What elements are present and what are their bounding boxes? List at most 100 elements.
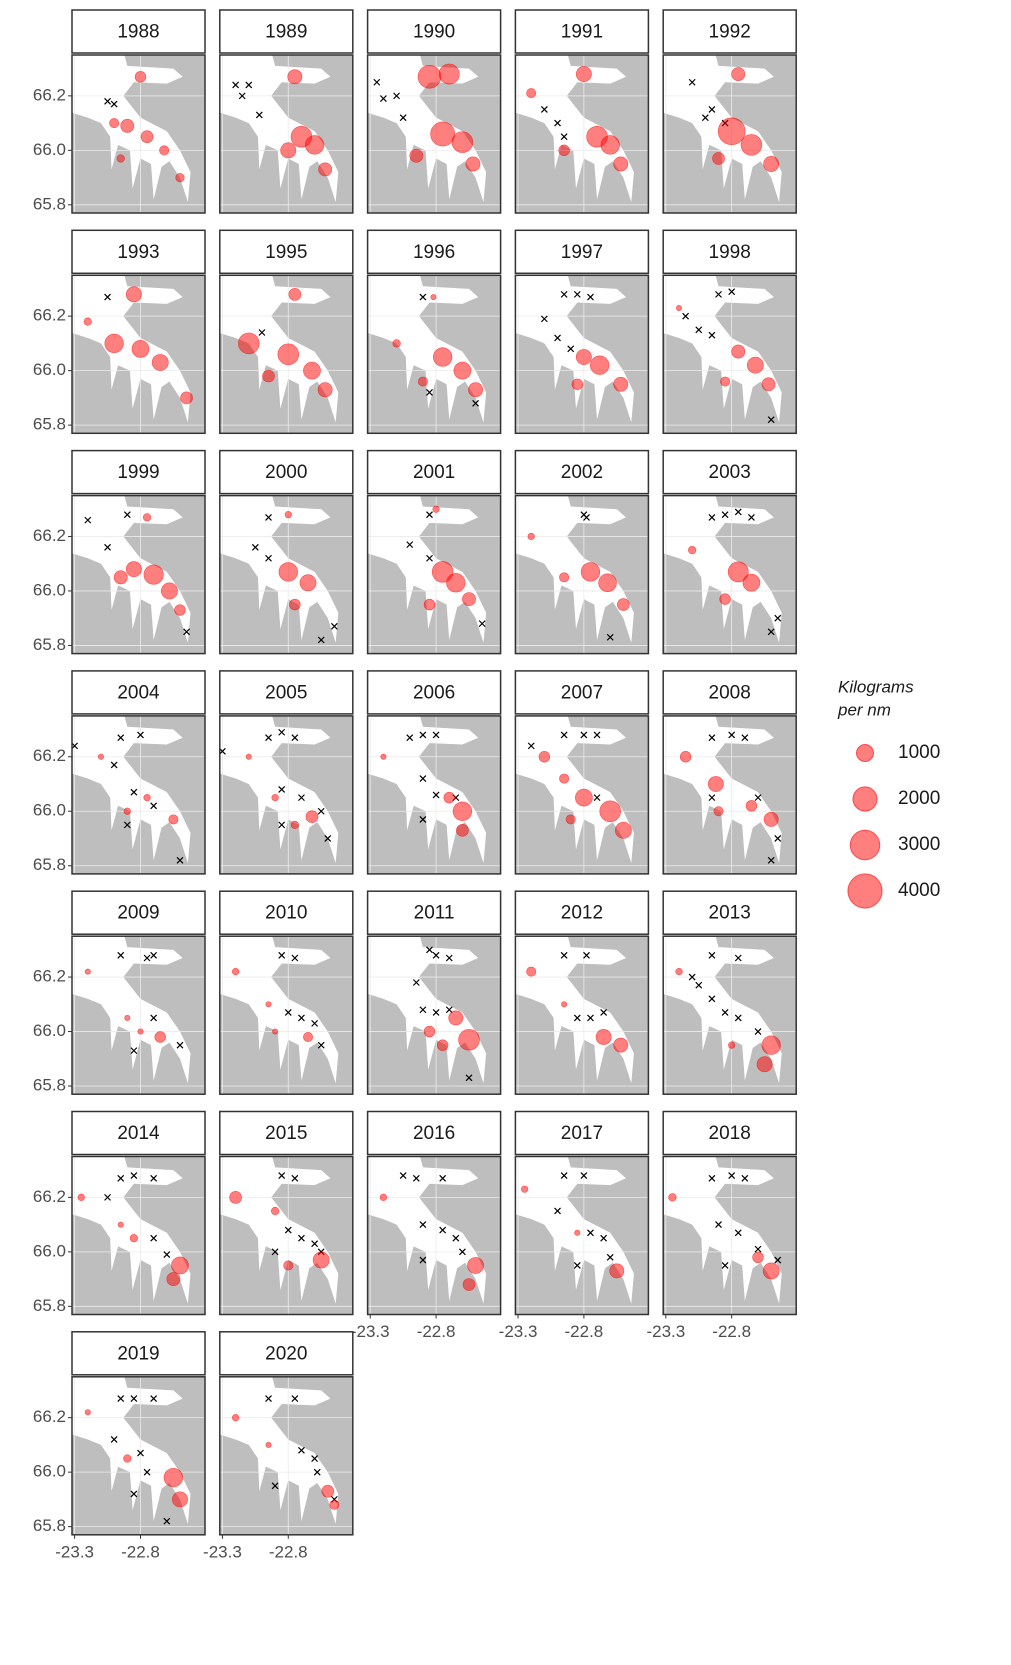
zero-catch [774,614,782,622]
panel: 1992 [662,9,797,214]
catch-bubble [526,88,537,99]
strip [514,1110,650,1156]
catch-bubble [538,751,551,763]
zero-catch [708,995,716,1003]
plot-area [663,936,797,1095]
zero-catch [238,92,246,100]
x-tick-label: -23.3 [203,1542,242,1561]
panel-border [514,494,650,655]
catch-bubble [720,376,731,387]
zero-catch [163,1251,171,1258]
catch-bubble [448,1010,464,1026]
strip [662,670,797,715]
zero-catch [271,1482,279,1490]
panel: 2013 [662,890,797,1095]
zero-catch [278,1172,286,1179]
panel: 1996 [366,229,502,435]
panel-border [219,935,354,1095]
zero-catch [117,951,125,959]
zero-catch [311,1240,319,1248]
sea [219,936,339,1084]
panel-border [662,1155,797,1316]
legend-label: 2000 [898,788,940,809]
catch-bubble [763,811,779,827]
catch-bubble [125,286,142,303]
zero-catch [560,133,568,141]
catch-bubble [430,294,437,301]
y-tick-label: 66.0 [33,1021,66,1040]
legend-key [855,743,875,763]
zero-catch [688,78,696,86]
catch-bubble [303,361,321,380]
zero-catch [317,807,325,815]
catch-bubble [452,801,473,821]
strip [514,670,650,715]
catch-bubble [131,340,150,358]
zero-catch [150,1014,158,1022]
sea [367,715,487,864]
strip-label: 1992 [709,22,751,43]
strip-label: 2004 [117,682,160,703]
x-tick-label: -23.3 [55,1542,94,1561]
y-tick-label: 66.2 [33,967,66,986]
y-tick-label: 66.0 [33,140,66,159]
zero-catch [130,1490,138,1498]
x-tick-label: -23.3 [646,1322,685,1341]
catch-bubble [125,561,142,578]
plot-area [515,1156,649,1315]
panel-border [71,1155,206,1316]
zero-catch [728,1172,736,1179]
strip-label: 2002 [561,462,603,483]
zero-catch [265,554,272,562]
sea [72,275,191,423]
catch-bubble [756,1056,773,1073]
zero-catch [688,973,696,981]
zero-catch [298,1446,305,1454]
catch-bubble [161,582,178,600]
zero-catch [741,1174,749,1182]
x-tick-label: -22.8 [121,1542,160,1561]
y-tick-label: 65.8 [33,635,66,654]
zero-catch [606,633,614,641]
catch-bubble [717,117,746,146]
zero-catch [426,554,433,562]
catch-bubble [288,288,302,301]
zero-catch [728,288,736,296]
catch-bubble [465,156,481,172]
strip-label: 1997 [561,242,603,263]
zero-catch [271,1248,279,1256]
y-tick-label: 66.0 [33,801,66,820]
plot-area [663,495,797,654]
zero-catch [117,1174,125,1182]
zero-catch [580,1172,588,1179]
zero-catch [478,620,486,628]
zero-catch [708,1174,716,1182]
legend-key [847,873,883,909]
catch-bubble [137,1028,144,1035]
plot-area [515,715,649,874]
panel-border [219,274,354,435]
strip-label: 2011 [414,903,455,924]
catch-bubble [123,807,131,815]
plot-area [367,936,501,1095]
zero-catch [419,815,427,823]
catch-bubble [746,356,764,374]
panel-border [514,1155,650,1316]
catch-bubble [120,118,135,133]
sea [367,55,487,203]
zero-catch [774,1256,782,1264]
catch-bubble [305,810,319,824]
zero-catch [117,734,125,742]
strip [219,229,354,275]
strip-label: 2012 [561,903,603,924]
catch-bubble [423,1025,436,1038]
panel: 2010 [219,890,354,1095]
catch-bubble [304,135,325,155]
zero-catch [754,1245,762,1253]
zero-catch [399,1172,407,1179]
zero-catch [232,81,240,89]
zero-catch [587,293,594,301]
zero-catch [432,731,440,739]
zero-catch [426,946,433,954]
catch-bubble [600,135,620,155]
